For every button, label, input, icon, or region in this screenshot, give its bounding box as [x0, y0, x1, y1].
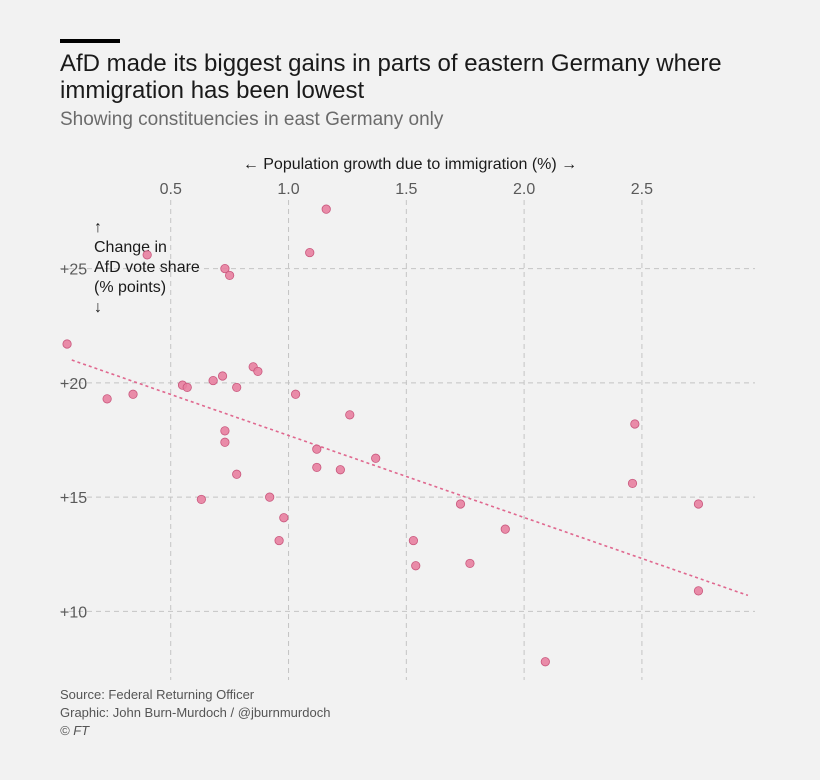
data-point — [371, 453, 381, 463]
data-point — [455, 499, 466, 509]
data-point — [279, 513, 289, 523]
title-accent-bar — [60, 39, 120, 43]
x-tick-label: 1.5 — [395, 181, 417, 198]
data-point — [220, 263, 230, 274]
graphic-credit: Graphic: John Burn-Murdoch / @jburnmurdo… — [60, 705, 331, 720]
data-point — [142, 250, 152, 260]
trend-line — [71, 359, 749, 597]
data-point — [345, 410, 355, 420]
y-axis-title-line: Change in — [94, 239, 167, 256]
x-tick-label: 0.5 — [160, 181, 182, 198]
data-point — [290, 389, 301, 399]
data-point — [220, 426, 230, 436]
y-tick-label: +15 — [60, 490, 87, 507]
chart-subtitle: Showing constituencies in east Germany o… — [60, 109, 444, 130]
data-point — [253, 366, 263, 377]
data-point — [225, 270, 235, 281]
y-tick-label: +25 — [60, 262, 87, 279]
data-point — [408, 535, 418, 546]
data-point — [102, 394, 112, 404]
copyright-note: © FT — [60, 723, 90, 738]
data-point — [411, 561, 421, 571]
data-point — [265, 492, 275, 502]
x-axis-title: ← Population growth due to immigration (… — [243, 156, 577, 173]
data-point — [321, 204, 331, 214]
chart-title: AfD made its biggest gains in parts of e… — [60, 50, 722, 104]
data-point — [220, 437, 230, 447]
data-point — [208, 375, 218, 386]
y-axis-title: ↑ Change in AfD vote share (% points) ↓ — [94, 219, 200, 316]
data-point — [232, 469, 242, 479]
x-tick-label: 2.5 — [631, 181, 653, 198]
data-point — [196, 494, 206, 505]
x-tick-label: 2.0 — [513, 181, 535, 198]
data-point — [465, 558, 475, 569]
y-axis-title-line: ↓ — [94, 299, 102, 316]
data-point — [312, 444, 322, 454]
data-point — [500, 524, 510, 534]
data-point — [630, 419, 640, 429]
data-point — [335, 465, 345, 475]
data-point — [128, 389, 138, 399]
y-axis-title-line: ↑ — [94, 219, 102, 236]
data-point — [217, 371, 228, 381]
chart-footer: Source: Federal Returning Officer Graphi… — [60, 686, 330, 740]
data-point — [693, 586, 704, 596]
data-point — [540, 657, 550, 667]
data-point — [305, 247, 315, 258]
data-point — [274, 535, 284, 546]
y-axis-title-line: (% points) — [94, 279, 166, 296]
y-tick-label: +10 — [60, 604, 87, 621]
data-point — [232, 382, 242, 393]
data-point — [182, 382, 192, 393]
y-tick-label: +20 — [60, 376, 87, 393]
data-point — [627, 478, 638, 489]
data-point — [693, 499, 704, 509]
data-point — [312, 462, 322, 473]
source-note: Source: Federal Returning Officer — [60, 687, 255, 702]
data-point — [62, 339, 72, 349]
x-tick-label: 1.0 — [277, 181, 299, 198]
y-axis-title-line: AfD vote share — [94, 259, 200, 276]
